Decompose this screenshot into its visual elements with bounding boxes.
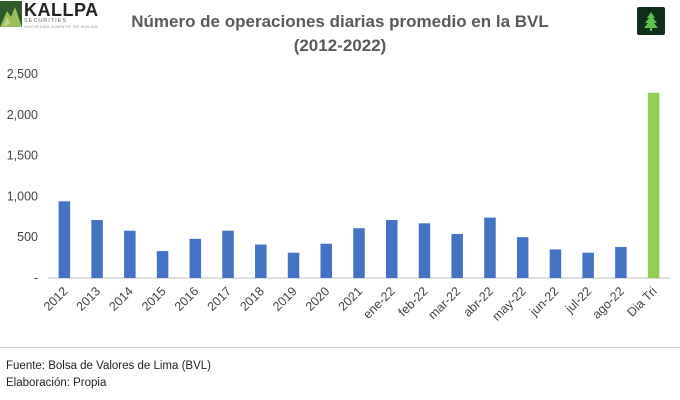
bar-chart: - 500 1,000 1,500 2,000 2,500 2012 2013 2014 2015… <box>7 67 670 324</box>
x-tick-label: 2021 <box>336 284 366 314</box>
y-tick-label: 2,000 <box>7 108 38 122</box>
y-tick-label: 2,500 <box>7 67 38 81</box>
bar-mar-22 <box>451 233 463 278</box>
footer-divider <box>0 347 680 348</box>
kallpa-logo: KALLPA SECURITIES SOCIEDAD AGENTE DE BOL… <box>0 0 112 30</box>
y-tick-label: 1,500 <box>7 149 38 163</box>
bar-jul-22 <box>582 252 594 278</box>
x-tick-label: ene-22 <box>360 284 397 321</box>
bar-Dia Tri <box>647 92 660 278</box>
y-tick-label: 1,000 <box>7 189 38 203</box>
x-tick-label: 2020 <box>303 284 333 314</box>
x-tick-label: 2013 <box>74 284 104 314</box>
x-tick-label: 2017 <box>205 284 235 314</box>
x-tick-label: mar-22 <box>425 284 463 322</box>
bar-ene-22 <box>385 220 398 278</box>
bar-2016 <box>189 238 202 278</box>
x-tick-label: 2014 <box>106 284 136 314</box>
chart-title: Número de operaciones diarias promedio e… <box>131 12 549 31</box>
x-tick-label: 2012 <box>41 284 71 314</box>
bar-2021 <box>353 228 365 278</box>
brand-name: KALLPA <box>24 0 99 20</box>
bar-may-22 <box>516 237 529 278</box>
x-tick-label: 2015 <box>139 284 169 314</box>
elaboration-note: Elaboración: Propia <box>6 377 107 389</box>
x-tick-label: 2018 <box>237 284 267 314</box>
x-tick-label: 2016 <box>172 284 202 314</box>
bar-abr-22 <box>484 217 496 278</box>
bar-2015 <box>156 251 169 278</box>
x-tick-label: jun-22 <box>526 284 561 319</box>
mountain-logo-icon <box>0 1 22 27</box>
bar-jun-22 <box>549 249 562 278</box>
bar-ago-22 <box>615 246 627 278</box>
x-tick-label: ago-22 <box>590 284 627 321</box>
bar-2014 <box>124 230 136 278</box>
x-tick-label: may-22 <box>489 284 528 323</box>
y-tick-label: - <box>34 271 38 285</box>
brand-subtitle: SECURITIES <box>24 18 68 24</box>
x-tick-label: feb-22 <box>396 284 431 319</box>
bar-2020 <box>320 243 333 278</box>
source-note: Fuente: Bolsa de Valores de Lima (BVL) <box>6 360 211 372</box>
x-tick-label: Dia Tri <box>624 284 659 319</box>
tree-icon <box>637 7 665 35</box>
chart-subtitle: (2012-2022) <box>293 36 387 55</box>
bar-2013 <box>91 220 103 278</box>
brand-tagline: SOCIEDAD AGENTE DE BOLSA <box>24 24 98 29</box>
bar-2012 <box>58 201 71 278</box>
bar-feb-22 <box>418 223 431 278</box>
bar-2019 <box>287 252 300 278</box>
bar-2018 <box>255 244 267 278</box>
y-tick-label: 500 <box>17 230 38 244</box>
bar-2017 <box>222 230 234 278</box>
x-tick-label: 2019 <box>270 284 300 314</box>
